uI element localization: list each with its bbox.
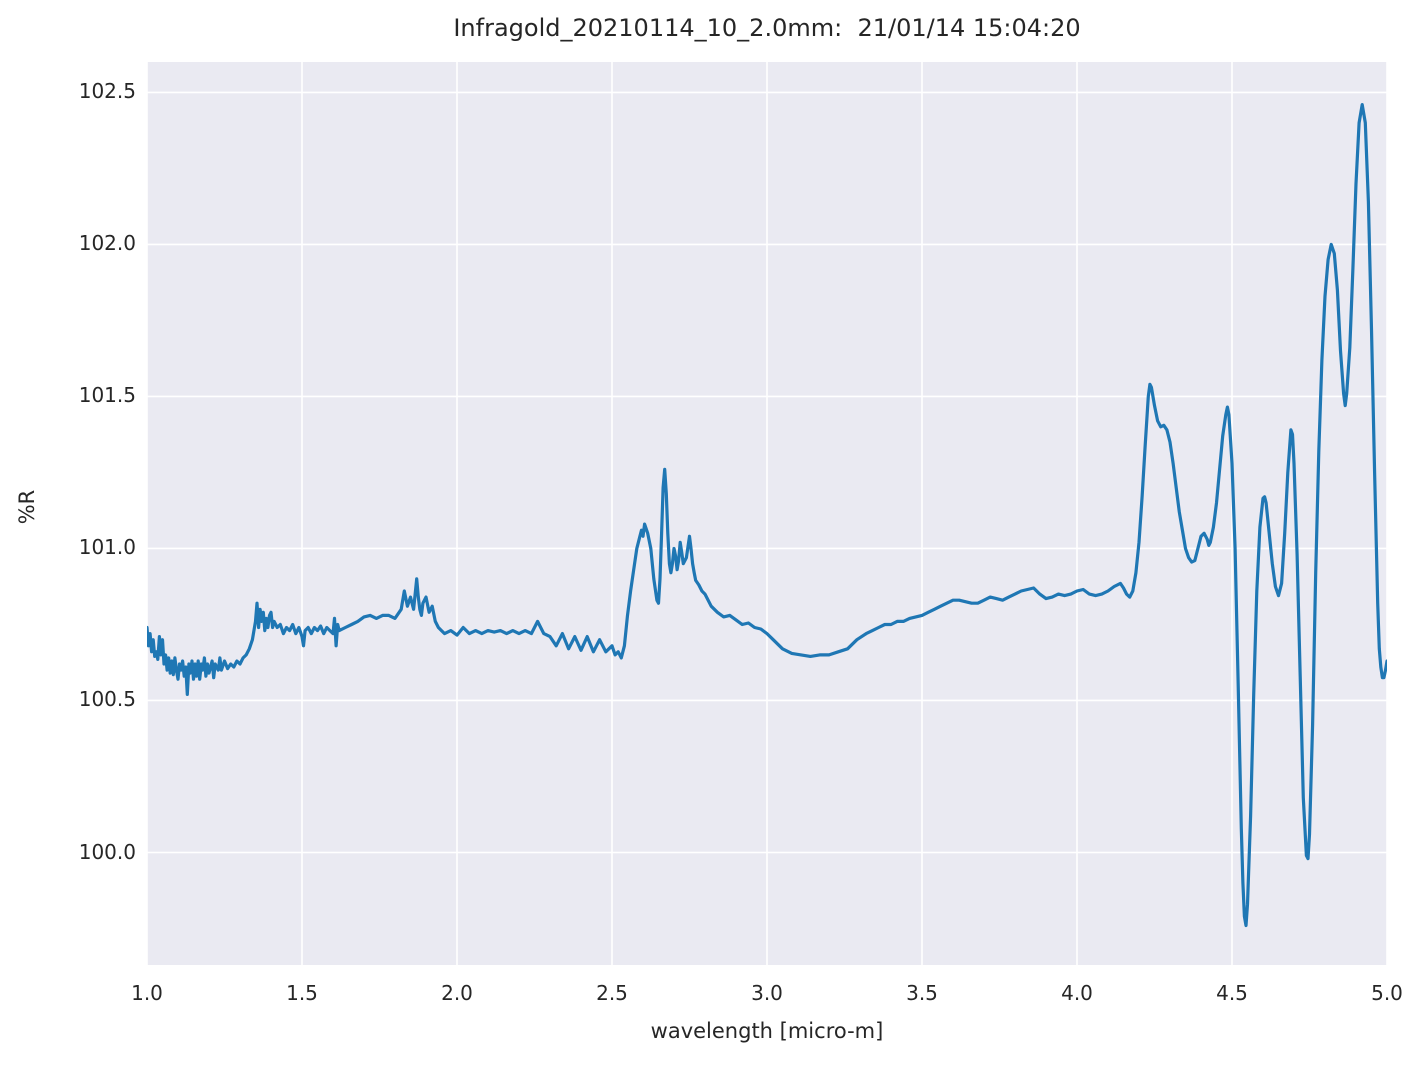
chart-title: Infragold_20210114_10_2.0mm: 21/01/14 15… xyxy=(453,14,1081,42)
reflectance-line xyxy=(147,103,1387,928)
x-tick-label: 5.0 xyxy=(1371,981,1403,1005)
y-axis-label: %R xyxy=(15,489,39,525)
x-tick-label: 1.5 xyxy=(286,981,318,1005)
plot-canvas xyxy=(147,62,1387,965)
y-tick-label: 101.5 xyxy=(78,383,136,408)
x-tick-label: 4.0 xyxy=(1061,981,1093,1005)
y-tick-label: 102.0 xyxy=(78,231,136,256)
x-tick-label: 2.5 xyxy=(596,981,628,1005)
x-axis-label: wavelength [micro-m] xyxy=(650,1019,884,1043)
y-tick-label: 100.5 xyxy=(78,687,136,712)
y-tick-label: 102.5 xyxy=(78,79,136,104)
y-tick-label: 100.0 xyxy=(78,839,136,864)
plot-area xyxy=(147,62,1387,965)
x-tick-label: 3.0 xyxy=(751,981,783,1005)
x-tick-label: 1.0 xyxy=(131,981,163,1005)
x-tick-label: 4.5 xyxy=(1216,981,1248,1005)
x-tick-label: 3.5 xyxy=(906,981,938,1005)
y-tick-label: 101.0 xyxy=(78,535,136,560)
x-tick-label: 2.0 xyxy=(441,981,473,1005)
